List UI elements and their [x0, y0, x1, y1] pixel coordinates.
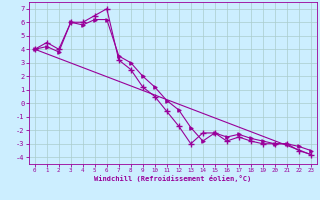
X-axis label: Windchill (Refroidissement éolien,°C): Windchill (Refroidissement éolien,°C) [94, 175, 252, 182]
